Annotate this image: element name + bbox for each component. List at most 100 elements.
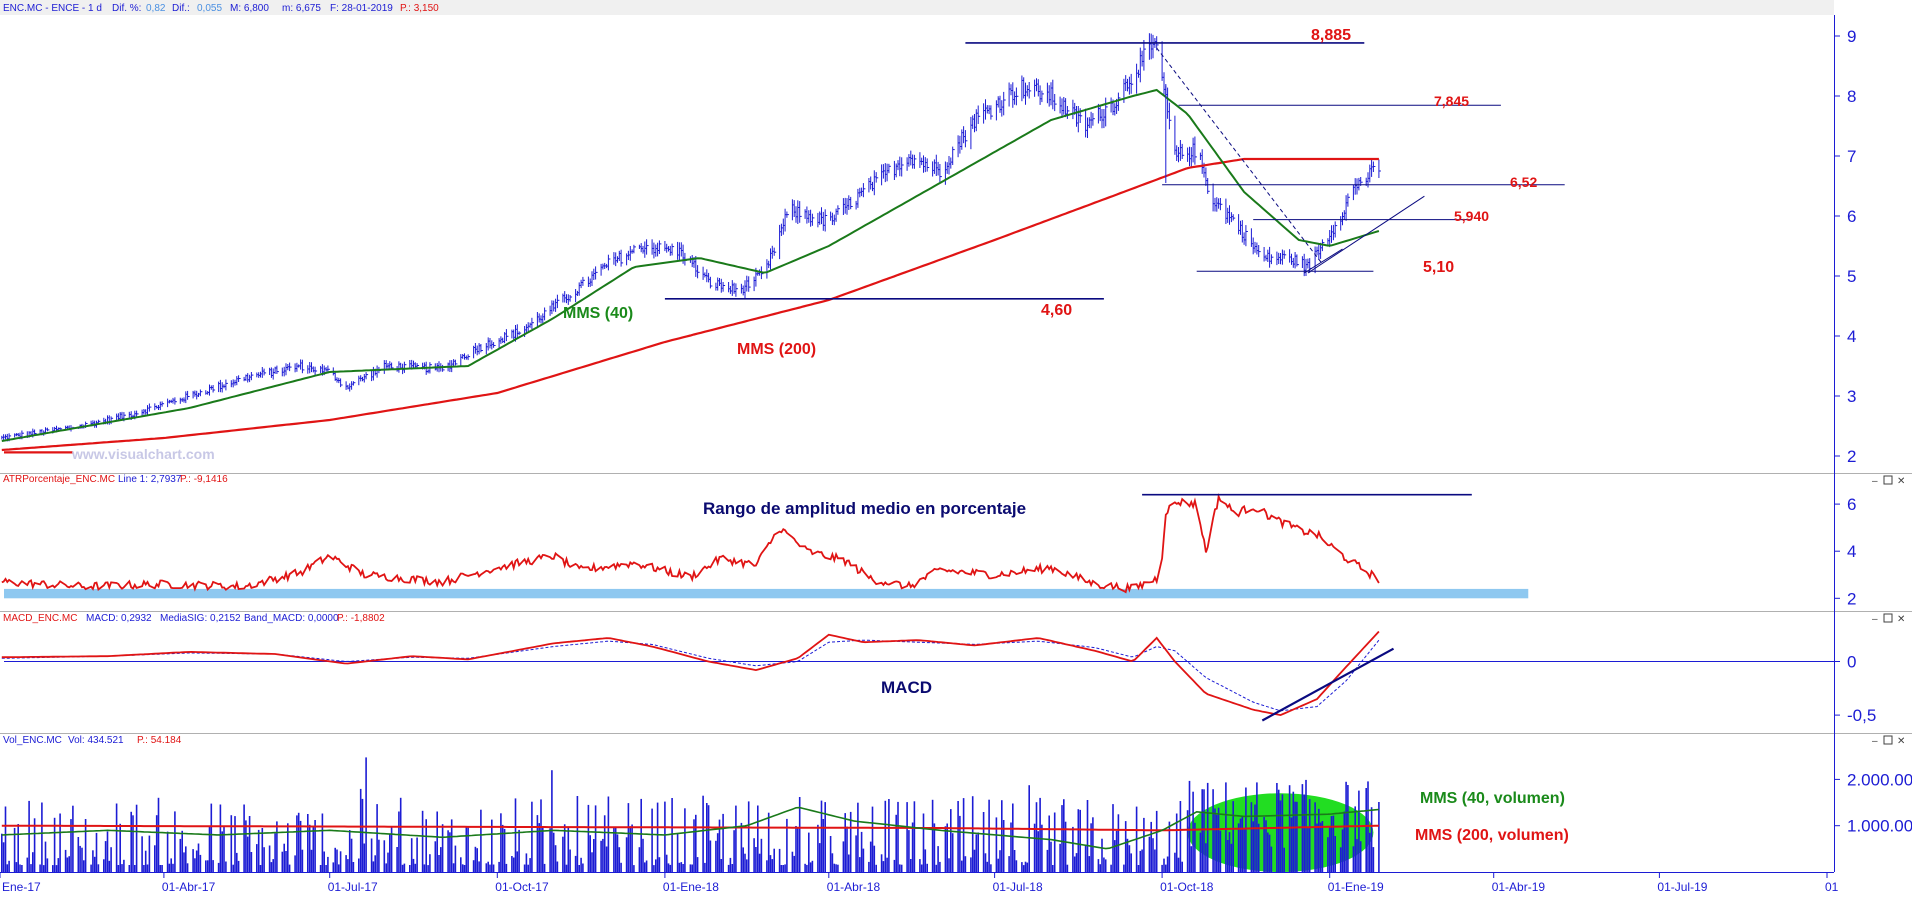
mms200-label: MMS (200) xyxy=(737,341,816,358)
price-header-date: F: 28-01-2019 xyxy=(330,3,393,14)
atr-line xyxy=(1,493,1380,594)
atr-band xyxy=(4,588,1529,599)
price-bar xyxy=(722,282,726,292)
price-bar xyxy=(964,130,968,148)
volume-mms40-line xyxy=(1,806,1379,850)
price-header-difpct-label: Dif. %: xyxy=(112,3,141,14)
volume-header-vol: Vol: 434.521 xyxy=(68,735,124,746)
price-header-dif: 0,055 xyxy=(197,3,222,14)
macd-header-sig: MediaSIG: 0,2152 xyxy=(160,613,241,624)
price-bar xyxy=(1143,40,1146,71)
macd-header-name: MACD_ENC.MC xyxy=(3,613,77,624)
price-bar xyxy=(1283,250,1287,259)
price-bar xyxy=(352,381,356,386)
price-ytick-label: 7 xyxy=(1847,147,1856,166)
price-bar xyxy=(365,372,369,380)
close-icon[interactable]: ✕ xyxy=(1897,736,1905,747)
price-header-price: P.: 3,150 xyxy=(400,3,439,14)
maximize-icon[interactable] xyxy=(1883,475,1893,485)
level-460-label: 4,60 xyxy=(1041,302,1072,319)
price-bar xyxy=(1207,178,1210,194)
atr-ytick-label: 6 xyxy=(1847,495,1856,514)
x-tick-label: 01-Abr-17 xyxy=(162,880,216,892)
price-bar xyxy=(289,362,292,372)
price-header-symbol: ENC.MC - ENCE - 1 d xyxy=(3,3,102,14)
price-header-bar xyxy=(0,0,1834,15)
price-bar xyxy=(480,344,483,353)
price-bar xyxy=(620,249,624,267)
level-5940-label: 5,940 xyxy=(1454,208,1489,224)
price-bar xyxy=(1117,92,1121,111)
macd-panel-controls[interactable]: – ✕ xyxy=(1872,613,1905,625)
price-bar xyxy=(1066,106,1070,119)
x-tick-label: 01-Oct-17 xyxy=(495,880,549,892)
price-bar xyxy=(556,294,560,309)
x-tick-label: 01-Abr-19 xyxy=(1492,880,1546,892)
price-bar xyxy=(314,366,318,376)
x-tick-label: 01-Jul-19 xyxy=(1657,880,1707,892)
volume-mms200-line xyxy=(1,824,1379,832)
price-bar xyxy=(238,375,241,382)
price-header-difpct: 0,82 xyxy=(146,3,166,14)
price-bar xyxy=(862,183,866,198)
price-bar xyxy=(926,158,930,172)
price-bar xyxy=(340,378,343,388)
price-bar xyxy=(59,427,63,430)
maximize-icon[interactable] xyxy=(1883,613,1893,623)
maximize-icon[interactable] xyxy=(1883,735,1893,745)
level-8885-label: 8,885 xyxy=(1311,27,1351,44)
price-bar xyxy=(837,205,840,215)
price-ytick-label: 4 xyxy=(1847,327,1856,346)
minimize-icon[interactable]: – xyxy=(1872,476,1878,487)
price-bar xyxy=(1130,73,1134,94)
macd-ytick-label: -0,5 xyxy=(1847,706,1876,725)
price-ytick-label: 6 xyxy=(1847,207,1856,226)
atr-annotation: Rango de amplitud medio en porcentaje xyxy=(703,499,1026,518)
level-652-label: 6,52 xyxy=(1510,174,1537,190)
price-bar xyxy=(786,211,789,218)
x-tick-label: 01-Oct-18 xyxy=(1160,880,1214,892)
price-bar xyxy=(811,213,815,226)
atr-ytick-label: 4 xyxy=(1847,542,1856,561)
price-bar xyxy=(250,372,254,381)
price-bar xyxy=(824,209,828,232)
price-bar xyxy=(875,172,879,183)
minimize-icon[interactable]: – xyxy=(1872,736,1878,747)
price-bar xyxy=(1041,90,1044,103)
volume-header-p: P.: 54.184 xyxy=(137,735,182,746)
price-bar xyxy=(212,385,216,393)
atr-panel-controls[interactable]: – ✕ xyxy=(1872,475,1905,487)
price-bar xyxy=(697,265,700,279)
price-bar xyxy=(913,154,917,169)
price-ytick-label: 3 xyxy=(1847,387,1856,406)
volume-mms200-label: MMS (200, volumen) xyxy=(1415,827,1569,844)
x-tick-label: 01-Jul-18 xyxy=(993,880,1043,892)
price-bar xyxy=(505,329,509,342)
price-bar xyxy=(403,361,407,373)
price-bar xyxy=(301,359,305,374)
price-bar xyxy=(467,354,471,361)
price-bar xyxy=(263,368,267,376)
price-bar xyxy=(1028,82,1032,99)
close-icon[interactable]: ✕ xyxy=(1897,614,1905,625)
price-bar xyxy=(952,146,955,165)
price-bar xyxy=(1054,94,1057,112)
mms200-line xyxy=(1,157,1379,452)
price-bar xyxy=(658,240,662,254)
volume-panel-controls[interactable]: – ✕ xyxy=(1872,735,1905,747)
price-bar xyxy=(225,379,228,391)
price-bar xyxy=(850,196,853,210)
close-icon[interactable]: ✕ xyxy=(1897,476,1905,487)
macd-ytick-label: 0 xyxy=(1847,653,1856,672)
price-bar xyxy=(1245,225,1248,247)
minimize-icon[interactable]: – xyxy=(1872,614,1878,625)
price-ytick-label: 2 xyxy=(1847,447,1856,466)
x-tick-label: Ene-17 xyxy=(2,880,41,892)
level-510-label: 5,10 xyxy=(1423,259,1454,276)
price-bar xyxy=(735,283,738,297)
macd-signal-line xyxy=(1,639,1380,712)
price-header-dif-label: Dif.: xyxy=(172,3,190,14)
price-bar xyxy=(1378,159,1381,178)
watermark-text: www.visualchart.com xyxy=(71,446,215,462)
